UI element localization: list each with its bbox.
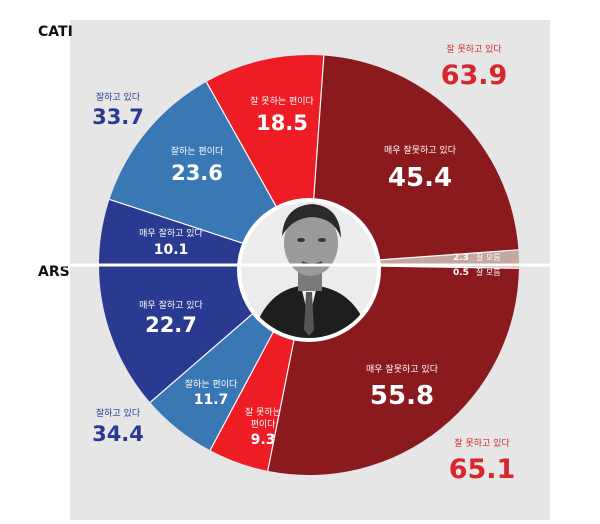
cati-bad-total-value: 63.9 xyxy=(441,60,508,91)
ars-bad-total-label: 잘 못하고 있다 xyxy=(454,437,510,449)
cati-slice-3 xyxy=(309,55,519,265)
cati-bad-total-label: 잘 못하고 있다 xyxy=(446,43,502,55)
ars-dont-know-value: 0.5 xyxy=(453,268,469,278)
cati-somewhat-good-value: 23.6 xyxy=(171,161,223,185)
cati-good-total-value: 33.7 xyxy=(92,105,144,129)
cati-very-good-label: 매우 잘하고 있다 xyxy=(139,227,203,239)
ars-somewhat-bad-label-1: 잘 못하는 xyxy=(245,406,281,418)
ars-label: ARS xyxy=(38,264,70,280)
cati-very-bad-label: 매우 잘못하고 있다 xyxy=(384,144,457,156)
ars-somewhat-good-label: 잘하는 편이다 xyxy=(185,378,238,390)
cati-somewhat-good-label: 잘하는 편이다 xyxy=(171,145,224,157)
cati-label: CATI xyxy=(38,24,73,40)
cati-good-total-label: 잘하고 있다 xyxy=(96,91,141,103)
center-portrait xyxy=(237,198,381,342)
ars-very-bad-value: 55.8 xyxy=(370,381,434,411)
cati-dont-know-label: 잘 모름 xyxy=(476,253,501,262)
ars-very-good-value: 22.7 xyxy=(145,313,197,337)
cati-dont-know-value: 2.3 xyxy=(453,253,469,263)
cati-somewhat-bad-value: 18.5 xyxy=(256,111,308,135)
ars-somewhat-good-value: 11.7 xyxy=(194,392,229,408)
hair-shape xyxy=(282,204,341,238)
cati-somewhat-bad-label: 잘 못하는 편이다 xyxy=(250,95,314,107)
ars-good-total-label: 잘하고 있다 xyxy=(96,407,141,419)
face-shape xyxy=(284,210,338,276)
ars-dont-know-label: 잘 모름 xyxy=(476,268,501,277)
ars-good-total-value: 34.4 xyxy=(92,422,144,446)
ars-very-good-label: 매우 잘하고 있다 xyxy=(139,299,203,311)
ars-bad-total-value: 65.1 xyxy=(449,454,516,485)
cati-very-good-value: 10.1 xyxy=(154,242,189,258)
ars-somewhat-bad-value: 9.3 xyxy=(251,432,276,448)
ars-somewhat-bad-label-2: 편이다 xyxy=(251,418,277,430)
ars-very-bad-label: 매우 잘못하고 있다 xyxy=(366,363,439,375)
cati-very-bad-value: 45.4 xyxy=(388,163,452,193)
